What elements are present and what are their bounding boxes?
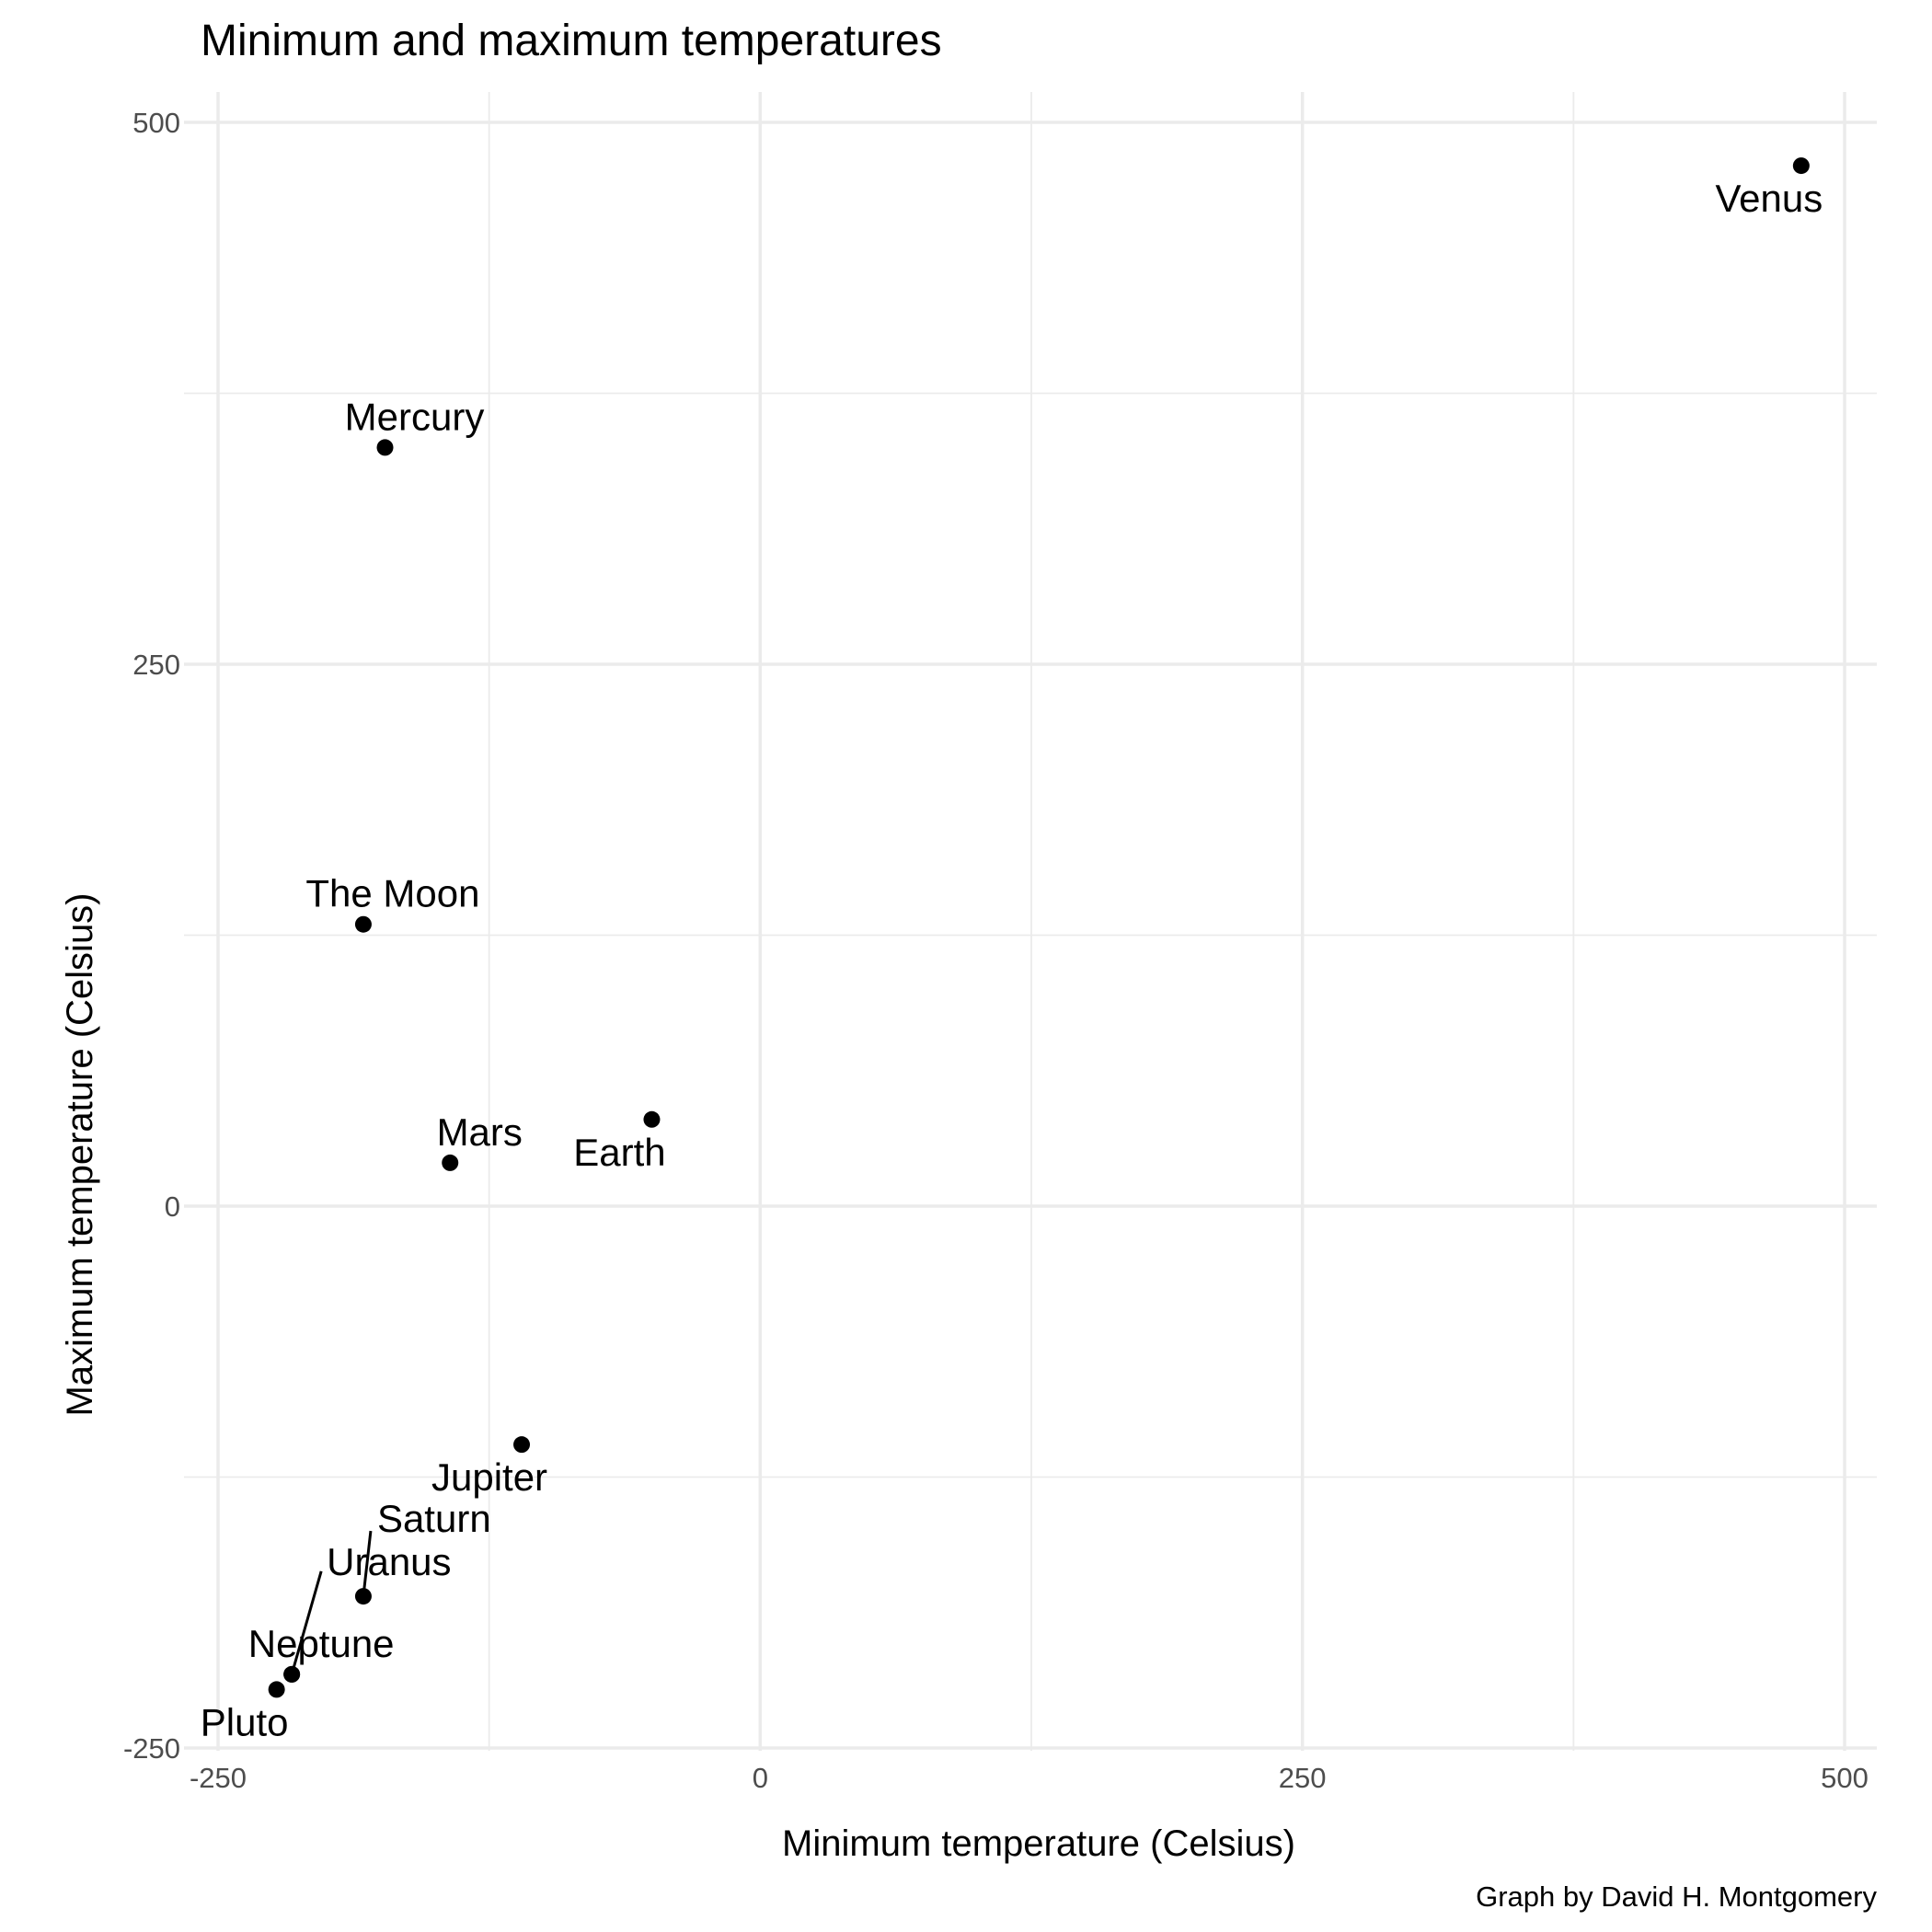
point-labels: Venus Mercury The Moon Mars Earth JupiterSatu… (201, 177, 1823, 1743)
x-axis-title: Minimum temperature (Celsius) (782, 1823, 1295, 1864)
label-the-moon: The Moon (305, 872, 479, 915)
point-saturn (354, 1588, 372, 1605)
point-mercury (376, 439, 394, 456)
point-the-moon (354, 915, 372, 933)
point-pluto (268, 1681, 285, 1698)
label-mars: Mars (437, 1110, 523, 1154)
x-tick-label: -250 (190, 1762, 247, 1794)
leader-line (362, 1530, 373, 1597)
label-earth: Earth (573, 1131, 665, 1174)
x-tick-label: 500 (1821, 1762, 1869, 1794)
chart-title: Minimum and maximum temperatures (201, 17, 942, 65)
y-axis-ticks: -250 0 250 500 (123, 107, 180, 1765)
y-tick-label: 500 (132, 107, 180, 139)
point-neptune (283, 1665, 301, 1683)
point-jupiter (513, 1436, 531, 1454)
label-mercury: Mercury (345, 395, 485, 438)
label-pluto: Pluto (201, 1700, 289, 1743)
point-mars (442, 1154, 459, 1171)
label-leaders (290, 1530, 373, 1675)
y-tick-label: 0 (165, 1190, 180, 1223)
data-points (268, 157, 1810, 1698)
chart-caption: Graph by David H. Montgomery (1476, 1880, 1877, 1913)
x-tick-label: 0 (753, 1762, 768, 1794)
x-axis-ticks: -250 0 250 500 (190, 1762, 1869, 1794)
leader-line (290, 1570, 323, 1675)
label-neptune: Neptune (248, 1622, 395, 1665)
y-tick-label: -250 (123, 1732, 180, 1765)
point-venus (1792, 157, 1810, 175)
label-venus: Venus (1715, 177, 1823, 220)
y-axis-title: Maximum temperature (Celsius) (60, 892, 100, 1416)
label-uranus: Uranus (327, 1540, 451, 1583)
grid (184, 92, 1877, 1751)
y-tick-label: 250 (132, 649, 180, 681)
point-earth (643, 1110, 661, 1128)
label-jupiter: Jupiter (431, 1455, 547, 1499)
x-tick-label: 250 (1279, 1762, 1327, 1794)
label-saturn: Saturn (377, 1497, 491, 1540)
